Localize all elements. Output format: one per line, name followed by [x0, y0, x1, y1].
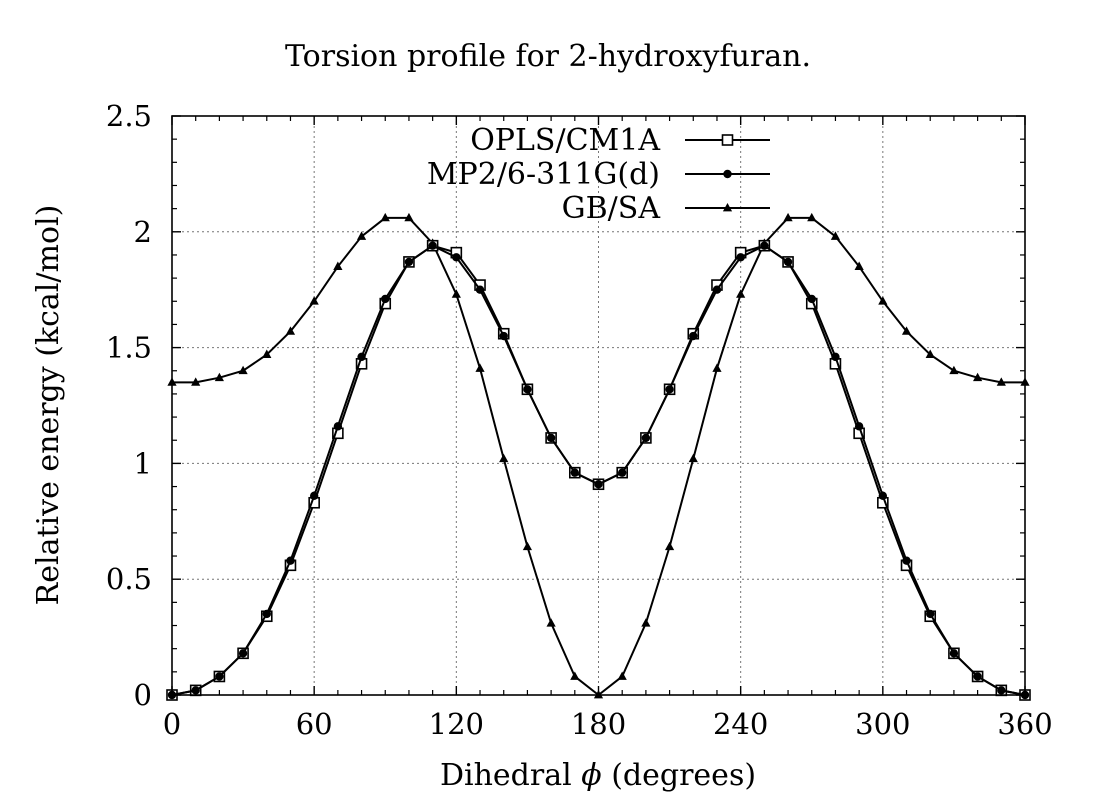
data-point [215, 672, 224, 681]
y-tick-label: 2.5 [106, 99, 152, 133]
data-point [309, 491, 319, 501]
x-axis-label-prefix: Dihedral [440, 758, 581, 793]
legend-marker [723, 169, 732, 179]
x-tick-label: 360 [997, 707, 1052, 741]
data-point [452, 253, 461, 262]
data-point [570, 671, 580, 680]
data-point [878, 491, 888, 501]
data-point [712, 285, 722, 294]
data-point [926, 609, 935, 619]
data-point [286, 556, 295, 565]
data-point [546, 618, 556, 627]
data-point [854, 261, 864, 270]
data-point [617, 468, 627, 477]
data-point [689, 331, 698, 341]
data-point [783, 212, 793, 222]
data-point [499, 453, 509, 463]
data-point [381, 294, 390, 304]
x-tick-label: 0 [163, 707, 181, 741]
series-layer [166, 212, 1031, 701]
data-point [617, 671, 627, 680]
x-axis-label-symbol: ϕ [581, 758, 601, 793]
data-point [664, 541, 675, 551]
data-point [973, 372, 983, 382]
x-tick-label: 120 [429, 707, 484, 741]
data-point [475, 363, 485, 372]
data-point [831, 352, 840, 362]
data-point [641, 618, 651, 627]
data-point [570, 468, 580, 477]
data-point [807, 212, 817, 222]
data-point [546, 433, 556, 443]
data-point [191, 377, 201, 386]
data-point [665, 385, 674, 394]
data-point [214, 372, 224, 382]
data-point [499, 331, 508, 341]
data-point [925, 349, 935, 358]
data-point [641, 433, 651, 443]
y-tick-label: 2 [134, 215, 152, 249]
data-point [262, 609, 271, 619]
data-point [996, 377, 1006, 386]
data-point [309, 296, 319, 305]
data-point [949, 365, 959, 375]
legend-label: GB/SA [562, 191, 661, 226]
y-tick-label: 0.5 [106, 562, 152, 596]
data-point [854, 422, 864, 431]
series-filled-circle [167, 241, 1030, 700]
data-point [285, 326, 296, 335]
data-point [523, 385, 532, 394]
legend-marker [722, 203, 733, 212]
y-tick-label: 1.5 [106, 331, 152, 365]
legend-label: OPLS/CM1A [470, 123, 660, 158]
data-point [428, 241, 437, 250]
data-point [594, 480, 603, 489]
data-point [902, 556, 911, 565]
data-point [333, 422, 343, 431]
series-filled-triangle [167, 212, 1030, 699]
data-point [238, 649, 248, 658]
tick-layer: 0 60 120 180 240 300 360 0 0.5 1 1.5 2 2.5 [106, 99, 1053, 741]
y-tick-label: 1 [134, 446, 152, 480]
data-point [736, 289, 746, 298]
x-axis-label-suffix: (degrees) [602, 758, 756, 793]
x-tick-label: 240 [713, 707, 768, 741]
x-tick-label: 300 [855, 707, 910, 741]
legend-label: MP2/6-311G(d) [427, 157, 660, 192]
data-point [807, 294, 816, 304]
x-tick-label: 180 [571, 707, 626, 741]
x-tick-label: 60 [296, 707, 333, 741]
chart-title: Torsion profile for 2-hydroxyfuran. [285, 39, 811, 74]
data-point [404, 212, 414, 222]
data-point [973, 672, 982, 681]
x-axis-label: Dihedral ϕ (degrees) [440, 758, 756, 793]
data-point [949, 649, 959, 658]
data-point [262, 349, 272, 358]
data-point [783, 257, 793, 267]
data-point [760, 241, 769, 250]
data-point [736, 253, 745, 262]
legend-marker [721, 134, 734, 146]
data-point [380, 212, 390, 222]
grid-layer [172, 116, 1025, 695]
data-point [357, 352, 366, 362]
data-point [830, 231, 841, 240]
data-point [522, 541, 533, 551]
data-point [878, 296, 888, 305]
data-point [712, 363, 722, 372]
data-point [356, 231, 367, 240]
data-point [404, 257, 414, 267]
data-point [333, 261, 343, 270]
data-point [475, 285, 485, 294]
data-point [451, 289, 461, 298]
y-axis-label: Relative energy (kcal/mol) [31, 205, 66, 606]
data-point [901, 326, 912, 335]
data-point [688, 453, 698, 463]
data-point [238, 365, 248, 375]
y-tick-label: 0 [134, 678, 152, 712]
